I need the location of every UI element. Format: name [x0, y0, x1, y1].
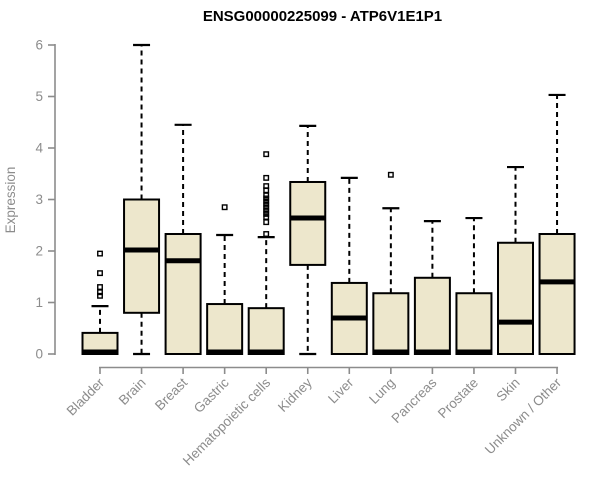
x-tick-label: Pancreas [389, 375, 440, 426]
outlier-point [263, 198, 270, 205]
outlier-point [221, 204, 228, 211]
x-tick-label: Breast [152, 375, 190, 413]
box-iqr [497, 241, 534, 355]
x-tick-label: Gastric [191, 375, 232, 416]
outlier-point [263, 174, 270, 181]
box-iqr [455, 292, 493, 356]
box-iqr [164, 233, 202, 356]
outlier-point [97, 292, 103, 299]
y-tick-label: 4 [35, 141, 43, 156]
y-tick-label: 5 [35, 89, 43, 104]
outlier-point [263, 214, 270, 220]
box-iqr [123, 198, 161, 314]
outlier-point [97, 270, 103, 277]
y-tick-label: 0 [35, 347, 43, 362]
x-tick-label: Lung [366, 375, 398, 407]
outlier-point [263, 231, 270, 237]
outlier-point [97, 250, 103, 257]
outlier-point [263, 204, 270, 211]
outlier-point [263, 201, 270, 208]
box-iqr [413, 276, 451, 355]
outlier-point [387, 171, 394, 178]
x-tick-label: Skin [493, 375, 522, 404]
y-tick-label: 2 [35, 244, 43, 259]
y-tick-label: 3 [35, 192, 43, 207]
box-iqr [206, 303, 244, 356]
x-tick-label: Brain [116, 375, 149, 408]
y-tick-label: 1 [35, 295, 43, 310]
x-tick-label: Bladder [64, 375, 108, 419]
box-iqr [538, 233, 576, 356]
outlier-point [263, 219, 270, 226]
outlier-point [97, 289, 103, 296]
chart-title: ENSG00000225099 - ATP6V1E1P1 [202, 8, 443, 25]
y-axis-title: Expression [3, 167, 18, 234]
box-iqr [289, 180, 327, 266]
x-tick-label: Kidney [275, 375, 315, 415]
outlier-point [263, 210, 270, 217]
x-tick-label: Prostate [435, 375, 481, 421]
y-tick-label: 6 [35, 38, 43, 53]
outlier-point [263, 187, 270, 194]
outlier-point [263, 151, 270, 158]
box-iqr [247, 307, 285, 356]
outlier-point [263, 192, 270, 199]
x-tick-label: Liver [325, 375, 357, 407]
box-iqr [372, 292, 410, 356]
x-tick-label: Unknown / Other [482, 375, 565, 458]
outlier-point [97, 284, 103, 290]
outlier-point [263, 207, 270, 214]
outlier-point [263, 195, 270, 202]
